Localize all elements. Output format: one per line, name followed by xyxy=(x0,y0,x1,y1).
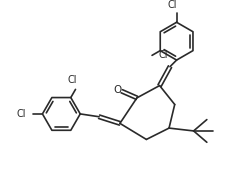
Text: Cl: Cl xyxy=(68,75,77,85)
Text: Cl: Cl xyxy=(167,0,177,10)
Text: Cl: Cl xyxy=(159,50,168,60)
Text: O: O xyxy=(113,85,121,95)
Text: Cl: Cl xyxy=(17,109,26,119)
